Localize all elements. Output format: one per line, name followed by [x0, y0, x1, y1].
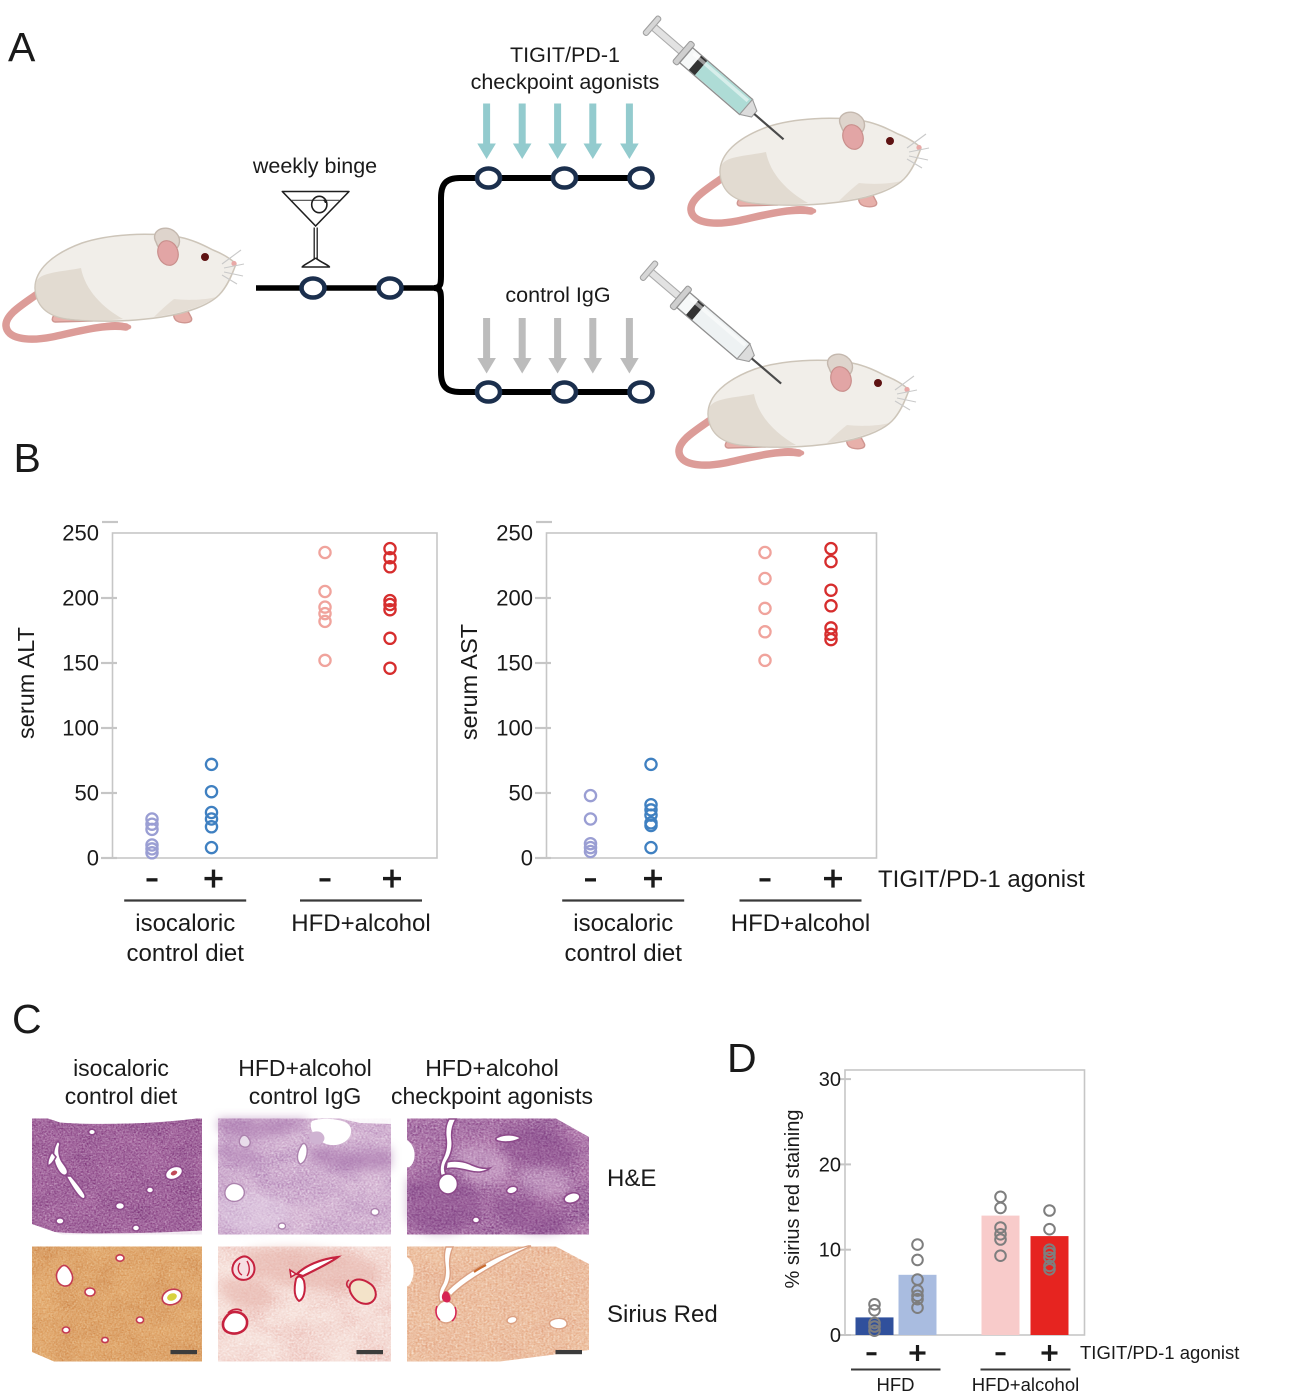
svg-text:control diet: control diet [127, 940, 245, 967]
svg-text:isocaloric: isocaloric [135, 910, 235, 937]
svg-text:checkpoint agonists: checkpoint agonists [471, 70, 660, 94]
svg-text:10: 10 [819, 1240, 841, 1262]
svg-text:20: 20 [819, 1154, 841, 1176]
svg-text:checkpoint agonists: checkpoint agonists [391, 1083, 593, 1109]
svg-text:50: 50 [509, 781, 533, 806]
svg-text:D: D [727, 1035, 757, 1081]
svg-text:control diet: control diet [565, 940, 683, 967]
svg-text:HFD+alcohol: HFD+alcohol [731, 910, 870, 937]
svg-text:150: 150 [62, 651, 99, 676]
svg-text:H&E: H&E [607, 1165, 656, 1192]
svg-text:B: B [14, 435, 41, 481]
svg-text:weekly binge: weekly binge [252, 154, 377, 178]
svg-text:HFD+alcohol: HFD+alcohol [425, 1055, 559, 1081]
svg-text:C: C [12, 996, 42, 1042]
svg-text:HFD+alcohol: HFD+alcohol [972, 1374, 1079, 1395]
svg-text:Sirius Red: Sirius Red [607, 1301, 718, 1328]
svg-text:control IgG: control IgG [505, 283, 610, 307]
svg-text:TIGIT/PD-1 agonist: TIGIT/PD-1 agonist [1080, 1342, 1239, 1363]
svg-text:% sirius red staining: % sirius red staining [782, 1110, 804, 1289]
svg-text:250: 250 [496, 521, 533, 546]
svg-text:A: A [8, 24, 36, 70]
svg-text:serum AST: serum AST [456, 624, 482, 740]
svg-text:150: 150 [496, 651, 533, 676]
svg-text:HFD: HFD [876, 1374, 914, 1395]
svg-text:200: 200 [496, 586, 533, 611]
svg-text:100: 100 [496, 716, 533, 741]
svg-text:30: 30 [819, 1069, 841, 1091]
svg-text:isocaloric: isocaloric [73, 1055, 169, 1081]
svg-text:250: 250 [62, 521, 99, 546]
svg-text:0: 0 [87, 846, 99, 871]
svg-text:50: 50 [75, 781, 99, 806]
svg-text:TIGIT/PD-1 agonist: TIGIT/PD-1 agonist [878, 866, 1085, 893]
svg-text:control IgG: control IgG [249, 1083, 362, 1109]
svg-text:TIGIT/PD-1: TIGIT/PD-1 [510, 43, 620, 67]
svg-text:0: 0 [521, 846, 533, 871]
svg-text:0: 0 [830, 1325, 841, 1347]
svg-text:isocaloric: isocaloric [573, 910, 673, 937]
svg-text:100: 100 [62, 716, 99, 741]
svg-text:HFD+alcohol: HFD+alcohol [291, 910, 430, 937]
svg-text:control diet: control diet [65, 1083, 178, 1109]
svg-text:200: 200 [62, 586, 99, 611]
svg-text:HFD+alcohol: HFD+alcohol [238, 1055, 372, 1081]
svg-text:serum ALT: serum ALT [13, 627, 39, 739]
